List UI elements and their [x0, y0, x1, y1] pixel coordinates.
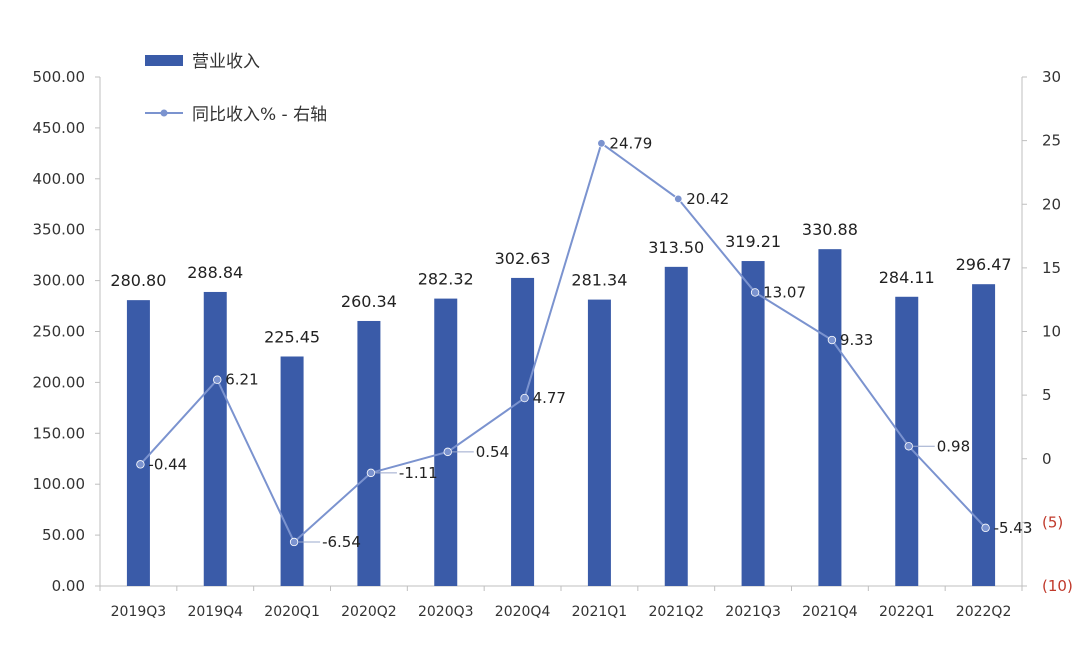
- x-tick-label: 2021Q2: [648, 604, 704, 620]
- x-tick-label: 2019Q3: [111, 604, 167, 620]
- line-point: [289, 537, 299, 547]
- right-tick-label: (10): [1042, 577, 1073, 595]
- x-tick-label: 2020Q4: [495, 604, 551, 620]
- point-value-label: -1.11: [399, 464, 438, 482]
- line-series: [136, 139, 990, 547]
- line-point: [366, 468, 376, 478]
- bar-value-label: 280.80: [110, 271, 166, 290]
- right-tick-label: 0: [1042, 450, 1052, 468]
- bar-value-label: 302.63: [495, 249, 551, 268]
- bar: [895, 296, 919, 586]
- bar: [587, 299, 611, 586]
- bar-value-label: 225.45: [264, 327, 320, 346]
- point-value-label: 6.21: [225, 371, 258, 389]
- bar-value-label: 288.84: [187, 263, 243, 282]
- axes: 0.00 50.00 100.00 150.00 200.00 250.00 300.00 3…: [33, 68, 1073, 620]
- left-tick-label: 500.00: [33, 68, 86, 86]
- bar-value-label: 296.47: [956, 255, 1012, 274]
- bar-value-label: 260.34: [341, 292, 397, 311]
- left-tick-label: 200.00: [33, 373, 86, 391]
- left-tick-label: 100.00: [33, 475, 86, 493]
- legend-bar-swatch: [145, 55, 183, 66]
- right-tick-label: 15: [1042, 259, 1061, 277]
- x-tick-label: 2022Q2: [956, 604, 1012, 620]
- legend-line-label: 同比收入% - 右轴: [192, 105, 327, 125]
- x-tick-label: 2020Q1: [264, 604, 320, 620]
- bar: [280, 356, 304, 586]
- line-point: [904, 442, 913, 451]
- line-path: [139, 141, 987, 544]
- left-tick-label: 300.00: [33, 272, 86, 290]
- bar: [203, 291, 227, 586]
- legend-line-marker: [160, 109, 168, 117]
- bar: [511, 277, 535, 586]
- right-tick-label: 20: [1042, 195, 1061, 213]
- right-tick-label: 30: [1042, 68, 1061, 86]
- line-point: [520, 393, 529, 403]
- left-tick-label: 50.00: [42, 526, 85, 544]
- left-tick-label: 0.00: [52, 577, 85, 595]
- point-value-label: 20.42: [686, 190, 729, 208]
- bar: [664, 266, 688, 586]
- left-tick-label: 400.00: [33, 170, 86, 188]
- bar: [126, 300, 150, 586]
- x-tick-label: 2020Q2: [341, 604, 397, 620]
- x-tick-label: 2021Q1: [572, 604, 628, 620]
- x-tick-label: 2020Q3: [418, 604, 474, 620]
- left-tick-label: 350.00: [33, 221, 86, 239]
- bar: [434, 298, 458, 586]
- x-tick-label: 2019Q4: [187, 604, 243, 620]
- line-point: [597, 139, 606, 148]
- point-value-label: 13.07: [763, 283, 806, 301]
- point-value-label: -6.54: [322, 533, 361, 551]
- point-value-label: 0.54: [476, 443, 509, 461]
- line-point: [443, 447, 452, 457]
- line-point: [750, 288, 760, 297]
- bar-value-label: 319.21: [725, 232, 781, 251]
- bar-value-label: 330.88: [802, 220, 858, 239]
- line-point: [674, 194, 683, 204]
- right-tick-label: 10: [1042, 323, 1061, 341]
- right-tick-label: 25: [1042, 132, 1061, 150]
- x-tick-label: 2022Q1: [879, 604, 935, 620]
- left-tick-label: 450.00: [33, 119, 86, 137]
- line-point: [981, 523, 990, 533]
- bar-value-label: 282.32: [418, 270, 474, 289]
- point-value-label: -0.44: [148, 455, 187, 473]
- line-point: [827, 335, 837, 345]
- x-tick-label: 2021Q4: [802, 604, 858, 620]
- bar-value-label: 284.11: [879, 268, 935, 287]
- bar: [972, 284, 996, 586]
- line-point: [213, 375, 222, 384]
- right-tick-label: (5): [1042, 513, 1063, 531]
- point-value-label: 4.77: [533, 389, 566, 407]
- bar: [818, 249, 842, 586]
- left-tick-label: 150.00: [33, 424, 86, 442]
- legend: 营业收入 同比收入% - 右轴: [145, 52, 327, 125]
- bar: [741, 261, 765, 586]
- left-tick-label: 250.00: [33, 323, 86, 341]
- line-point: [136, 460, 145, 469]
- point-value-label: 24.79: [609, 134, 652, 152]
- legend-bar-label: 营业收入: [192, 52, 260, 72]
- point-value-label: -5.43: [994, 519, 1033, 537]
- point-value-label: 0.98: [937, 437, 970, 455]
- bar-series: [126, 249, 996, 586]
- data-labels: 280.80 288.84 225.45 260.34 282.32 302.63 281.…: [110, 134, 1032, 551]
- x-tick-label: 2021Q3: [725, 604, 781, 620]
- point-value-label: 9.33: [840, 331, 873, 349]
- bar-value-label: 313.50: [648, 238, 704, 257]
- bar: [357, 320, 381, 586]
- bar-value-label: 281.34: [571, 271, 627, 290]
- right-tick-label: 5: [1042, 386, 1052, 404]
